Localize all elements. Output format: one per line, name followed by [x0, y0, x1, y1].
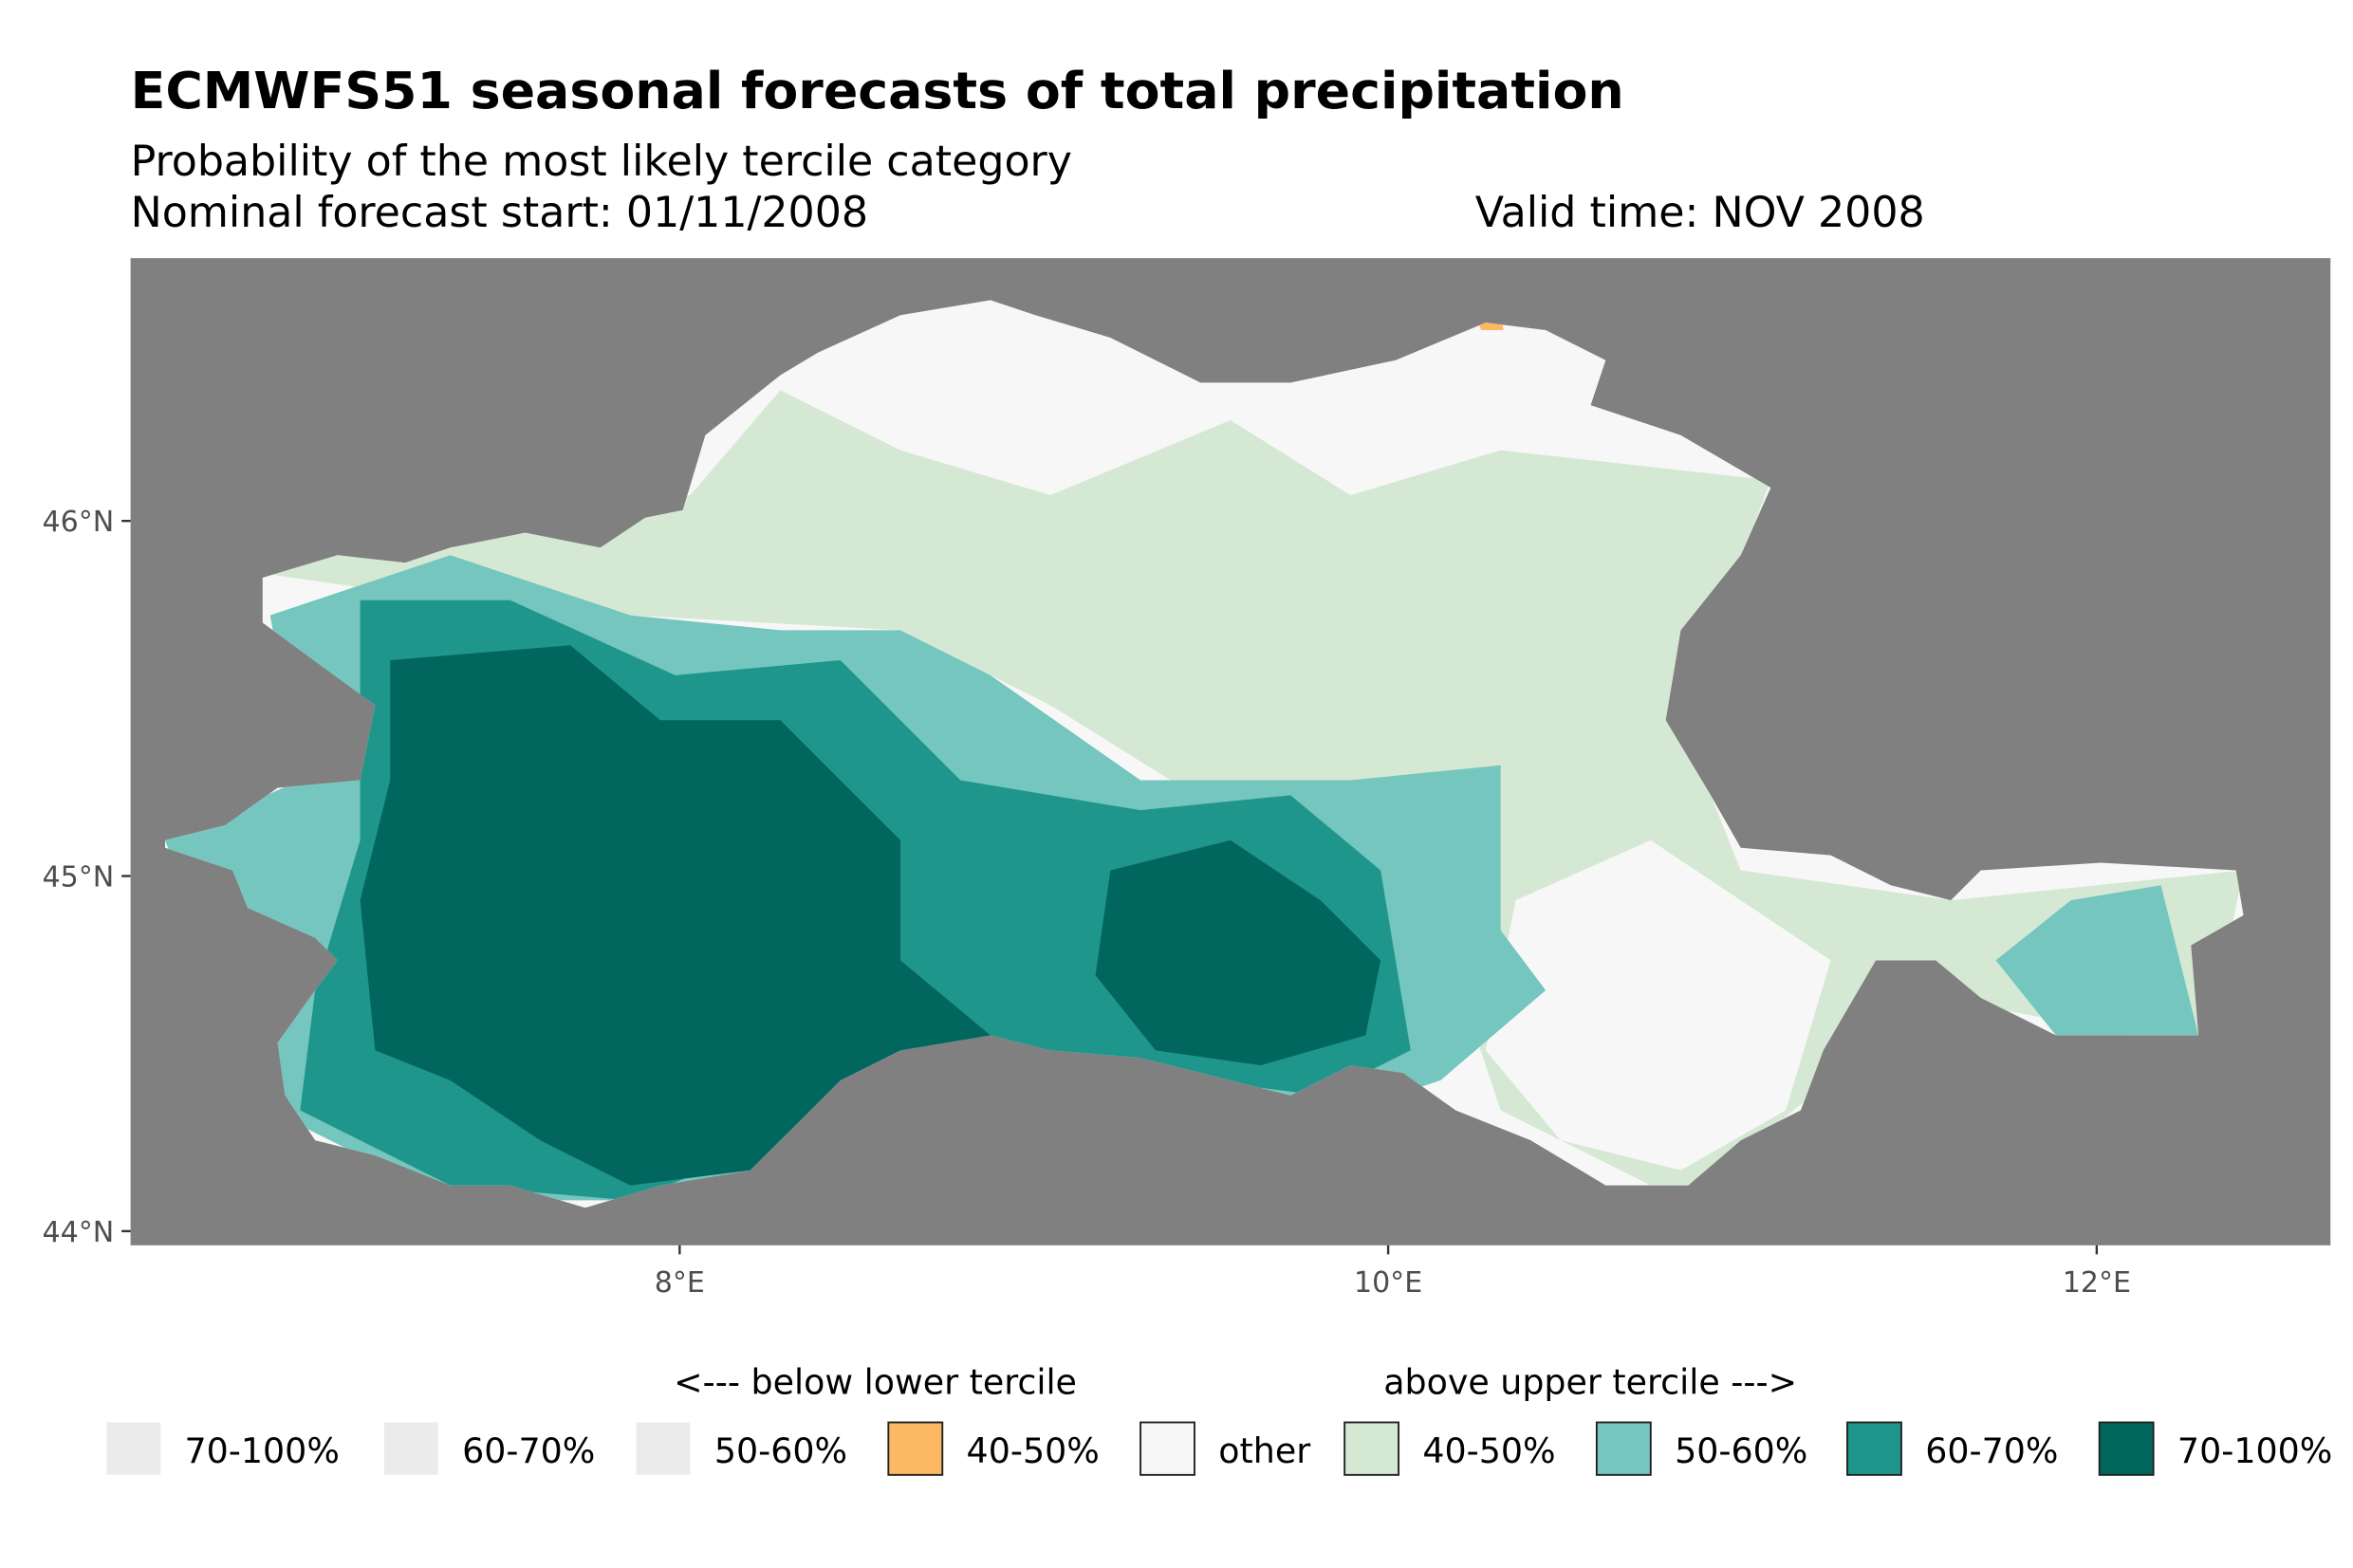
legend-label: 60-70%: [1925, 1430, 2058, 1471]
legend-below-header: <--- below lower tercile: [674, 1361, 1077, 1402]
legend-item: 50-60%: [636, 1422, 847, 1475]
legend-swatch: [1595, 1421, 1652, 1476]
region-above-70-100: [360, 645, 991, 1186]
legend-swatch: [1139, 1421, 1195, 1476]
x-axis: 8°E 10°E 12°E: [655, 1245, 2131, 1300]
legend-swatch: [887, 1421, 944, 1476]
y-tick-label: 45°N: [42, 861, 114, 895]
x-tick-label: 8°E: [655, 1266, 705, 1300]
legend-label: other: [1218, 1430, 1310, 1471]
y-tick-label: 44°N: [42, 1216, 114, 1249]
y-axis: 44°N 45°N 46°N: [42, 506, 131, 1249]
chart-title: ECMWFS51 seasonal forecasts of total pre…: [131, 61, 1624, 120]
region-above-40-50-east: [1485, 839, 1831, 1171]
legend-item: 60-70%: [1846, 1421, 2058, 1476]
legend-swatch: [636, 1422, 691, 1475]
y-tick-label: 46°N: [42, 506, 114, 539]
legend-item: 40-50%: [1343, 1421, 1556, 1476]
legend-swatch: [383, 1422, 438, 1475]
legend-item: 70-100%: [2098, 1421, 2332, 1476]
legend-item: 60-70%: [383, 1422, 595, 1475]
legend-swatch: [1846, 1421, 1902, 1476]
legend: 70-100% 60-70% 50-60% 40-50% other 40-50% 50-6…: [106, 1421, 2332, 1476]
legend-label: 70-100%: [185, 1430, 340, 1471]
legend-swatch: [1343, 1421, 1400, 1476]
legend-label: 70-100%: [2177, 1430, 2332, 1471]
legend-label: 40-50%: [1422, 1430, 1555, 1471]
legend-item: 40-50%: [887, 1421, 1100, 1476]
legend-label: 60-70%: [462, 1430, 595, 1471]
legend-label: 50-60%: [714, 1430, 847, 1471]
legend-above-header: above upper tercile --->: [1383, 1361, 1797, 1402]
region-above-50-60-east: [1995, 885, 2199, 1036]
region-above-70-100-central: [1095, 839, 1381, 1066]
legend-item: 70-100%: [106, 1422, 340, 1475]
forecast-start: Nominal forecast start: 01/11/2008: [131, 189, 868, 237]
valid-time: Valid time: NOV 2008: [1475, 189, 1925, 237]
x-tick-label: 12°E: [2063, 1266, 2131, 1300]
legend-item: other: [1139, 1421, 1310, 1476]
x-tick-label: 10°E: [1354, 1266, 1422, 1300]
legend-swatch: [2098, 1421, 2155, 1476]
legend-item: 50-60%: [1595, 1421, 1807, 1476]
legend-swatch: [106, 1422, 161, 1475]
chart-subtitle: Probability of the most likely tercile c…: [131, 138, 1072, 186]
legend-label: 40-50%: [967, 1430, 1100, 1471]
legend-label: 50-60%: [1675, 1430, 1807, 1471]
